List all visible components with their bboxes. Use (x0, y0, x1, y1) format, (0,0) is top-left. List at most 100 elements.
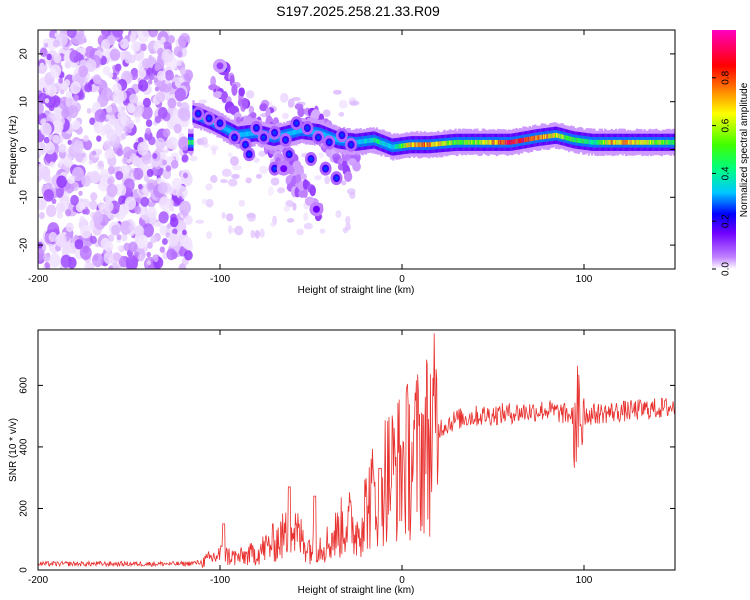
heatmap-noise-cell (146, 241, 153, 249)
heatmap-noise-cell (107, 72, 114, 79)
heatmap-scatter-cell (332, 89, 342, 95)
heatmap-streak-cell (302, 189, 308, 198)
heatmap-noise-cell (142, 223, 154, 238)
heatmap-blob-core (272, 166, 277, 171)
heatmap-blob-core (243, 142, 248, 147)
heatmap-noise-cell (81, 175, 91, 187)
heatmap-noise-cell (138, 183, 143, 190)
heatmap-noise-cell (142, 97, 151, 108)
heatmap-noise-cell (178, 196, 183, 202)
heatmap-noise-cell (176, 59, 182, 67)
heatmap-noise-cell (84, 83, 93, 93)
heatmap-marks (38, 30, 675, 269)
heatmap-noise-cell (159, 225, 169, 236)
heatmap-noise-cell (67, 139, 72, 145)
heatmap-noise-cell (167, 233, 179, 247)
heatmap-noise-cell (145, 127, 152, 135)
heatmap-noise-cell (117, 110, 127, 122)
heatmap-noise-cell (116, 234, 122, 241)
heatmap-scatter-cell (342, 227, 348, 234)
heatmap-noise-cell (91, 253, 104, 268)
heatmap-noise-cell (78, 30, 85, 37)
heatmap-noise-cell (65, 222, 74, 232)
heatmap-streak-cell (241, 97, 249, 110)
heatmap-noise-cell (140, 43, 147, 52)
heatmap-noise-cell (127, 103, 136, 114)
heatmap-feature (216, 62, 224, 70)
heatmap-noise-cell (179, 40, 186, 49)
top-x-ticks: -200 -100 0 100 (28, 30, 593, 285)
heatmap-scatter-cell (303, 222, 313, 230)
heatmap-blob-core (261, 135, 266, 140)
top-y-axis-label: Frequency (Hz) (8, 116, 19, 185)
heatmap-streak-cell (344, 171, 353, 182)
colorbar-tick-label: 0.0 (721, 262, 732, 276)
heatmap-noise-cell (39, 47, 48, 58)
heatmap-noise-cell (38, 247, 45, 262)
heatmap-noise-cell (92, 101, 101, 111)
heatmap-scatter-cell (314, 175, 322, 181)
heatmap-noise-cell (96, 135, 102, 142)
heatmap-scatter-cell (238, 199, 246, 207)
top-x-axis-label: Height of straight line (km) (298, 285, 415, 296)
heatmap-scatter-cell (287, 98, 295, 108)
heatmap-scatter-cell (322, 109, 331, 118)
heatmap-noise-cell (84, 208, 90, 215)
heatmap-noise-cell (45, 142, 56, 155)
heatmap-noise-cell (38, 196, 47, 211)
heatmap-noise-cell (137, 253, 145, 262)
heatmap-noise-cell (143, 246, 148, 252)
heatmap-noise-cell (141, 58, 150, 68)
top-y-tick-label: 0 (19, 146, 30, 152)
top-x-tick-label: -200 (28, 274, 48, 285)
heatmap-noise-cell (126, 255, 138, 269)
heatmap-noise-cell (145, 119, 153, 128)
bottom-y-axis-label: SNR (10 * v/v) (8, 418, 19, 482)
heatmap-scatter-cell (221, 168, 232, 177)
heatmap-noise-cell (94, 109, 107, 123)
heatmap-noise-cell (182, 229, 187, 236)
heatmap-scatter-cell (226, 213, 234, 222)
heatmap-noise-cell (40, 122, 52, 137)
heatmap-noise-cell (106, 128, 118, 142)
heatmap-noise-cell (163, 41, 172, 52)
heatmap-noise-cell (142, 187, 147, 194)
heatmap-noise-cell (160, 36, 166, 43)
heatmap-noise-cell (71, 166, 84, 182)
top-x-tick-label: 0 (399, 274, 405, 285)
heatmap-noise-cell (155, 137, 166, 150)
heatmap-noise-cell (97, 160, 104, 168)
heatmap-noise-cell (140, 196, 149, 207)
heatmap-noise-cell (107, 165, 115, 175)
heatmap-noise-cell (102, 65, 111, 76)
heatmap-noise-cell (83, 139, 93, 151)
heatmap-noise-cell (79, 245, 92, 261)
heatmap-noise-cell (147, 182, 155, 191)
heatmap-noise-cell (147, 79, 153, 85)
heatmap-noise-cell (52, 39, 60, 48)
heatmap-noise-cell (105, 105, 113, 113)
heatmap-noise-cell (80, 224, 92, 239)
heatmap-noise-cell (97, 149, 103, 155)
heatmap-noise-cell (112, 252, 121, 262)
heatmap-noise-cell (56, 175, 67, 188)
heatmap-noise-cell (138, 79, 149, 92)
heatmap-noise-cell (40, 141, 46, 148)
heatmap-blob-core (218, 121, 222, 126)
heatmap-streak-cell (265, 107, 271, 119)
heatmap-blob-core (283, 137, 288, 142)
heatmap-streak-cell (309, 185, 316, 197)
heatmap-noise-cell (112, 89, 125, 104)
heatmap-noise-cell (49, 64, 62, 78)
heatmap-streak-cell (250, 112, 257, 119)
heatmap-scatter-cell (195, 219, 205, 224)
heatmap-noise-cell (161, 48, 174, 63)
heatmap-scatter-cell (210, 175, 218, 184)
heatmap-scatter-cell (296, 228, 305, 236)
heatmap-noise-cell (121, 156, 129, 165)
heatmap-scatter-cell (338, 99, 348, 109)
heatmap-feature (312, 205, 320, 213)
heatmap-noise-cell (164, 69, 174, 81)
heatmap-noise-cell (106, 183, 118, 198)
heatmap-noise-cell (43, 253, 51, 262)
